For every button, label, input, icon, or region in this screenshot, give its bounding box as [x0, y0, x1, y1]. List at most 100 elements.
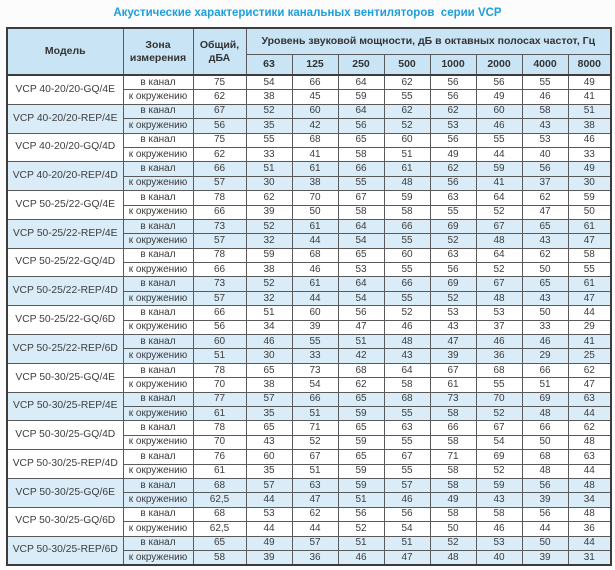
spl-value-cell: 48: [521, 463, 569, 479]
spl-value-cell: 61: [383, 161, 431, 177]
spl-value-cell: 51: [521, 377, 569, 393]
zone-cell: к окружению: [122, 89, 194, 105]
spl-value-cell: 55: [245, 132, 293, 148]
zone-cell: в канал: [122, 420, 194, 436]
spl-value-cell: 55: [291, 334, 339, 350]
spl-value-cell: 60: [475, 103, 523, 120]
overall-dba-cell: 67: [192, 103, 247, 120]
spl-value-cell: 30: [567, 175, 612, 192]
spl-value-cell: 46: [475, 521, 523, 537]
spl-value-cell: 58: [429, 506, 477, 523]
overall-dba-cell: 76: [192, 449, 247, 465]
col-header-model: Модель: [6, 27, 124, 76]
model-cell: VCP 50-30/25-REP/4D: [6, 449, 124, 479]
spl-value-cell: 33: [245, 146, 293, 163]
model-cell: VCP 50-25/22-REP/6D: [6, 334, 124, 364]
spl-value-cell: 50: [521, 535, 569, 551]
spl-value-cell: 49: [475, 89, 523, 105]
spl-value-cell: 61: [291, 161, 339, 177]
spl-value-cell: 53: [475, 535, 523, 551]
spl-value-cell: 52: [475, 262, 523, 278]
spl-value-cell: 63: [567, 391, 612, 407]
table-row: VCP 40-20/20-REP/4E в канал 67 52 60 64 62 62 60…: [6, 103, 612, 134]
page-title: Акустические характеристики канальных ве…: [113, 7, 502, 19]
spl-value-cell: 51: [245, 161, 293, 177]
zone-cell: к окружению: [122, 492, 194, 508]
overall-dba-cell: 66: [192, 204, 247, 220]
overall-dba-cell: 78: [192, 190, 247, 206]
zone-cell: к окружению: [122, 377, 194, 393]
zone-cell: в канал: [122, 132, 194, 148]
spl-value-cell: 61: [429, 377, 477, 393]
spl-value-cell: 38: [567, 118, 612, 134]
spl-value-cell: 29: [521, 348, 569, 364]
overall-dba-cell: 57: [192, 233, 247, 249]
spl-value-cell: 52: [291, 434, 339, 451]
overall-dba-cell: 68: [192, 506, 247, 523]
table-row: к окружению 51 30 33 42 43 39 36 29 25: [7, 348, 612, 364]
spl-value-cell: 58: [475, 506, 523, 523]
spl-value-cell: 48: [567, 434, 612, 451]
spl-value-cell: 54: [475, 434, 523, 451]
overall-dba-cell: 75: [192, 132, 247, 148]
spl-value-cell: 54: [337, 233, 385, 249]
spl-value-cell: 39: [245, 204, 293, 220]
spl-value-cell: 43: [383, 348, 431, 364]
overall-dba-cell: 75: [192, 74, 247, 91]
model-cell: VCP 40-20/20-GQ/4E: [6, 74, 124, 105]
zone-cell: к окружению: [122, 290, 194, 307]
overall-dba-cell: 56: [192, 118, 247, 134]
model-cell: VCP 50-25/22-GQ/4E: [6, 190, 124, 220]
spl-value-cell: 43: [475, 492, 523, 508]
spl-value-cell: 42: [291, 118, 339, 134]
spl-value-cell: 59: [245, 247, 293, 264]
zone-cell: в канал: [122, 161, 194, 177]
table-row: VCP 50-30/25-GQ/4D в канал 78 65 71 65 63 66 67 6…: [6, 420, 612, 451]
spl-value-cell: 56: [337, 118, 385, 134]
spl-value-cell: 50: [567, 204, 612, 220]
spl-value-cell: 63: [429, 190, 477, 206]
table-row: к окружению 66 39 50 58 58 55 52 47 50: [7, 204, 612, 220]
spl-value-cell: 32: [245, 290, 293, 307]
spl-value-cell: 41: [475, 175, 523, 192]
spl-value-cell: 62: [521, 247, 569, 264]
model-cell: VCP 50-25/22-REP/4E: [6, 218, 124, 249]
spl-value-cell: 52: [429, 233, 477, 249]
spl-value-cell: 51: [337, 535, 385, 551]
zone-cell: к окружению: [122, 233, 194, 249]
spl-value-cell: 59: [475, 477, 523, 494]
zone-cell: к окружению: [122, 348, 194, 364]
zone-cell: в канал: [122, 449, 194, 465]
spl-value-cell: 50: [521, 434, 569, 451]
zone-cell: в канал: [122, 477, 194, 494]
model-cell: VCP 50-30/25-GQ/6E: [6, 477, 124, 508]
overall-dba-cell: 77: [192, 391, 247, 407]
overall-dba-cell: 57: [192, 175, 247, 192]
spl-value-cell: 44: [567, 405, 612, 422]
spl-value-cell: 65: [521, 276, 569, 292]
spl-value-cell: 53: [245, 506, 293, 523]
col-header-freq-1000: 1000: [429, 54, 477, 76]
table-row: VCP 50-25/22-GQ/6D в канал 66 51 60 56 52 53 53 5…: [6, 305, 612, 336]
table-row: VCP 50-30/25-REP/4E в канал 77 57 66 65 68 73 70…: [6, 391, 612, 422]
table-row: VCP 40-20/20-GQ/4D в канал 75 55 68 65 60 56 55 5…: [6, 132, 612, 163]
spl-value-cell: 58: [429, 405, 477, 422]
spl-value-cell: 49: [567, 161, 612, 177]
spl-value-cell: 53: [337, 262, 385, 278]
spl-value-cell: 66: [521, 362, 569, 379]
spl-value-cell: 64: [337, 218, 385, 235]
spl-value-cell: 58: [429, 463, 477, 479]
spl-value-cell: 38: [291, 175, 339, 192]
spl-value-cell: 55: [521, 74, 569, 91]
spl-value-cell: 56: [337, 506, 385, 523]
spl-value-cell: 64: [337, 74, 385, 91]
spl-value-cell: 65: [337, 420, 385, 436]
spl-value-cell: 44: [521, 521, 569, 537]
spl-value-cell: 44: [291, 521, 339, 537]
spl-value-cell: 63: [383, 420, 431, 436]
spl-value-cell: 39: [291, 319, 339, 336]
zone-cell: в канал: [122, 535, 194, 551]
spl-value-cell: 56: [429, 74, 477, 91]
spl-value-cell: 61: [291, 276, 339, 292]
spl-value-cell: 55: [475, 377, 523, 393]
